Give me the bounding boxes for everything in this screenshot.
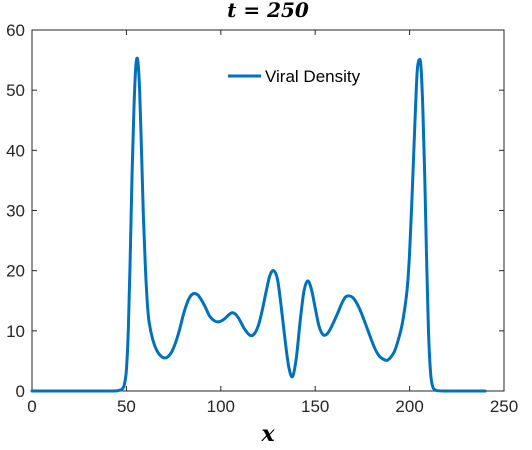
- plot-area: 0 50 100 150 200 250 0 10 20 30 40 50 60: [6, 21, 518, 416]
- x-tick-label: 50: [117, 397, 136, 416]
- x-axis-label: x: [260, 421, 275, 447]
- series-line-viral-density: [30, 56, 487, 393]
- x-tick-label: 0: [27, 397, 36, 416]
- x-tick-label: 150: [301, 397, 329, 416]
- y-tick-label: 10: [6, 322, 25, 341]
- legend: Viral Density: [228, 67, 361, 86]
- x-tick-label: 100: [207, 397, 235, 416]
- y-tick-label: 50: [6, 81, 25, 100]
- x-axis: 0 50 100 150 200 250: [27, 30, 518, 416]
- y-tick-label: 0: [16, 382, 25, 401]
- y-tick-label: 30: [6, 202, 25, 221]
- chart-title: t = 250: [227, 0, 309, 22]
- y-axis: 0 10 20 30 40 50 60: [6, 21, 504, 401]
- legend-label: Viral Density: [265, 67, 361, 86]
- x-tick-label: 200: [395, 397, 423, 416]
- x-tick-label: 250: [490, 397, 518, 416]
- y-tick-label: 20: [6, 262, 25, 281]
- y-tick-label: 40: [6, 141, 25, 160]
- y-tick-label: 60: [6, 21, 25, 40]
